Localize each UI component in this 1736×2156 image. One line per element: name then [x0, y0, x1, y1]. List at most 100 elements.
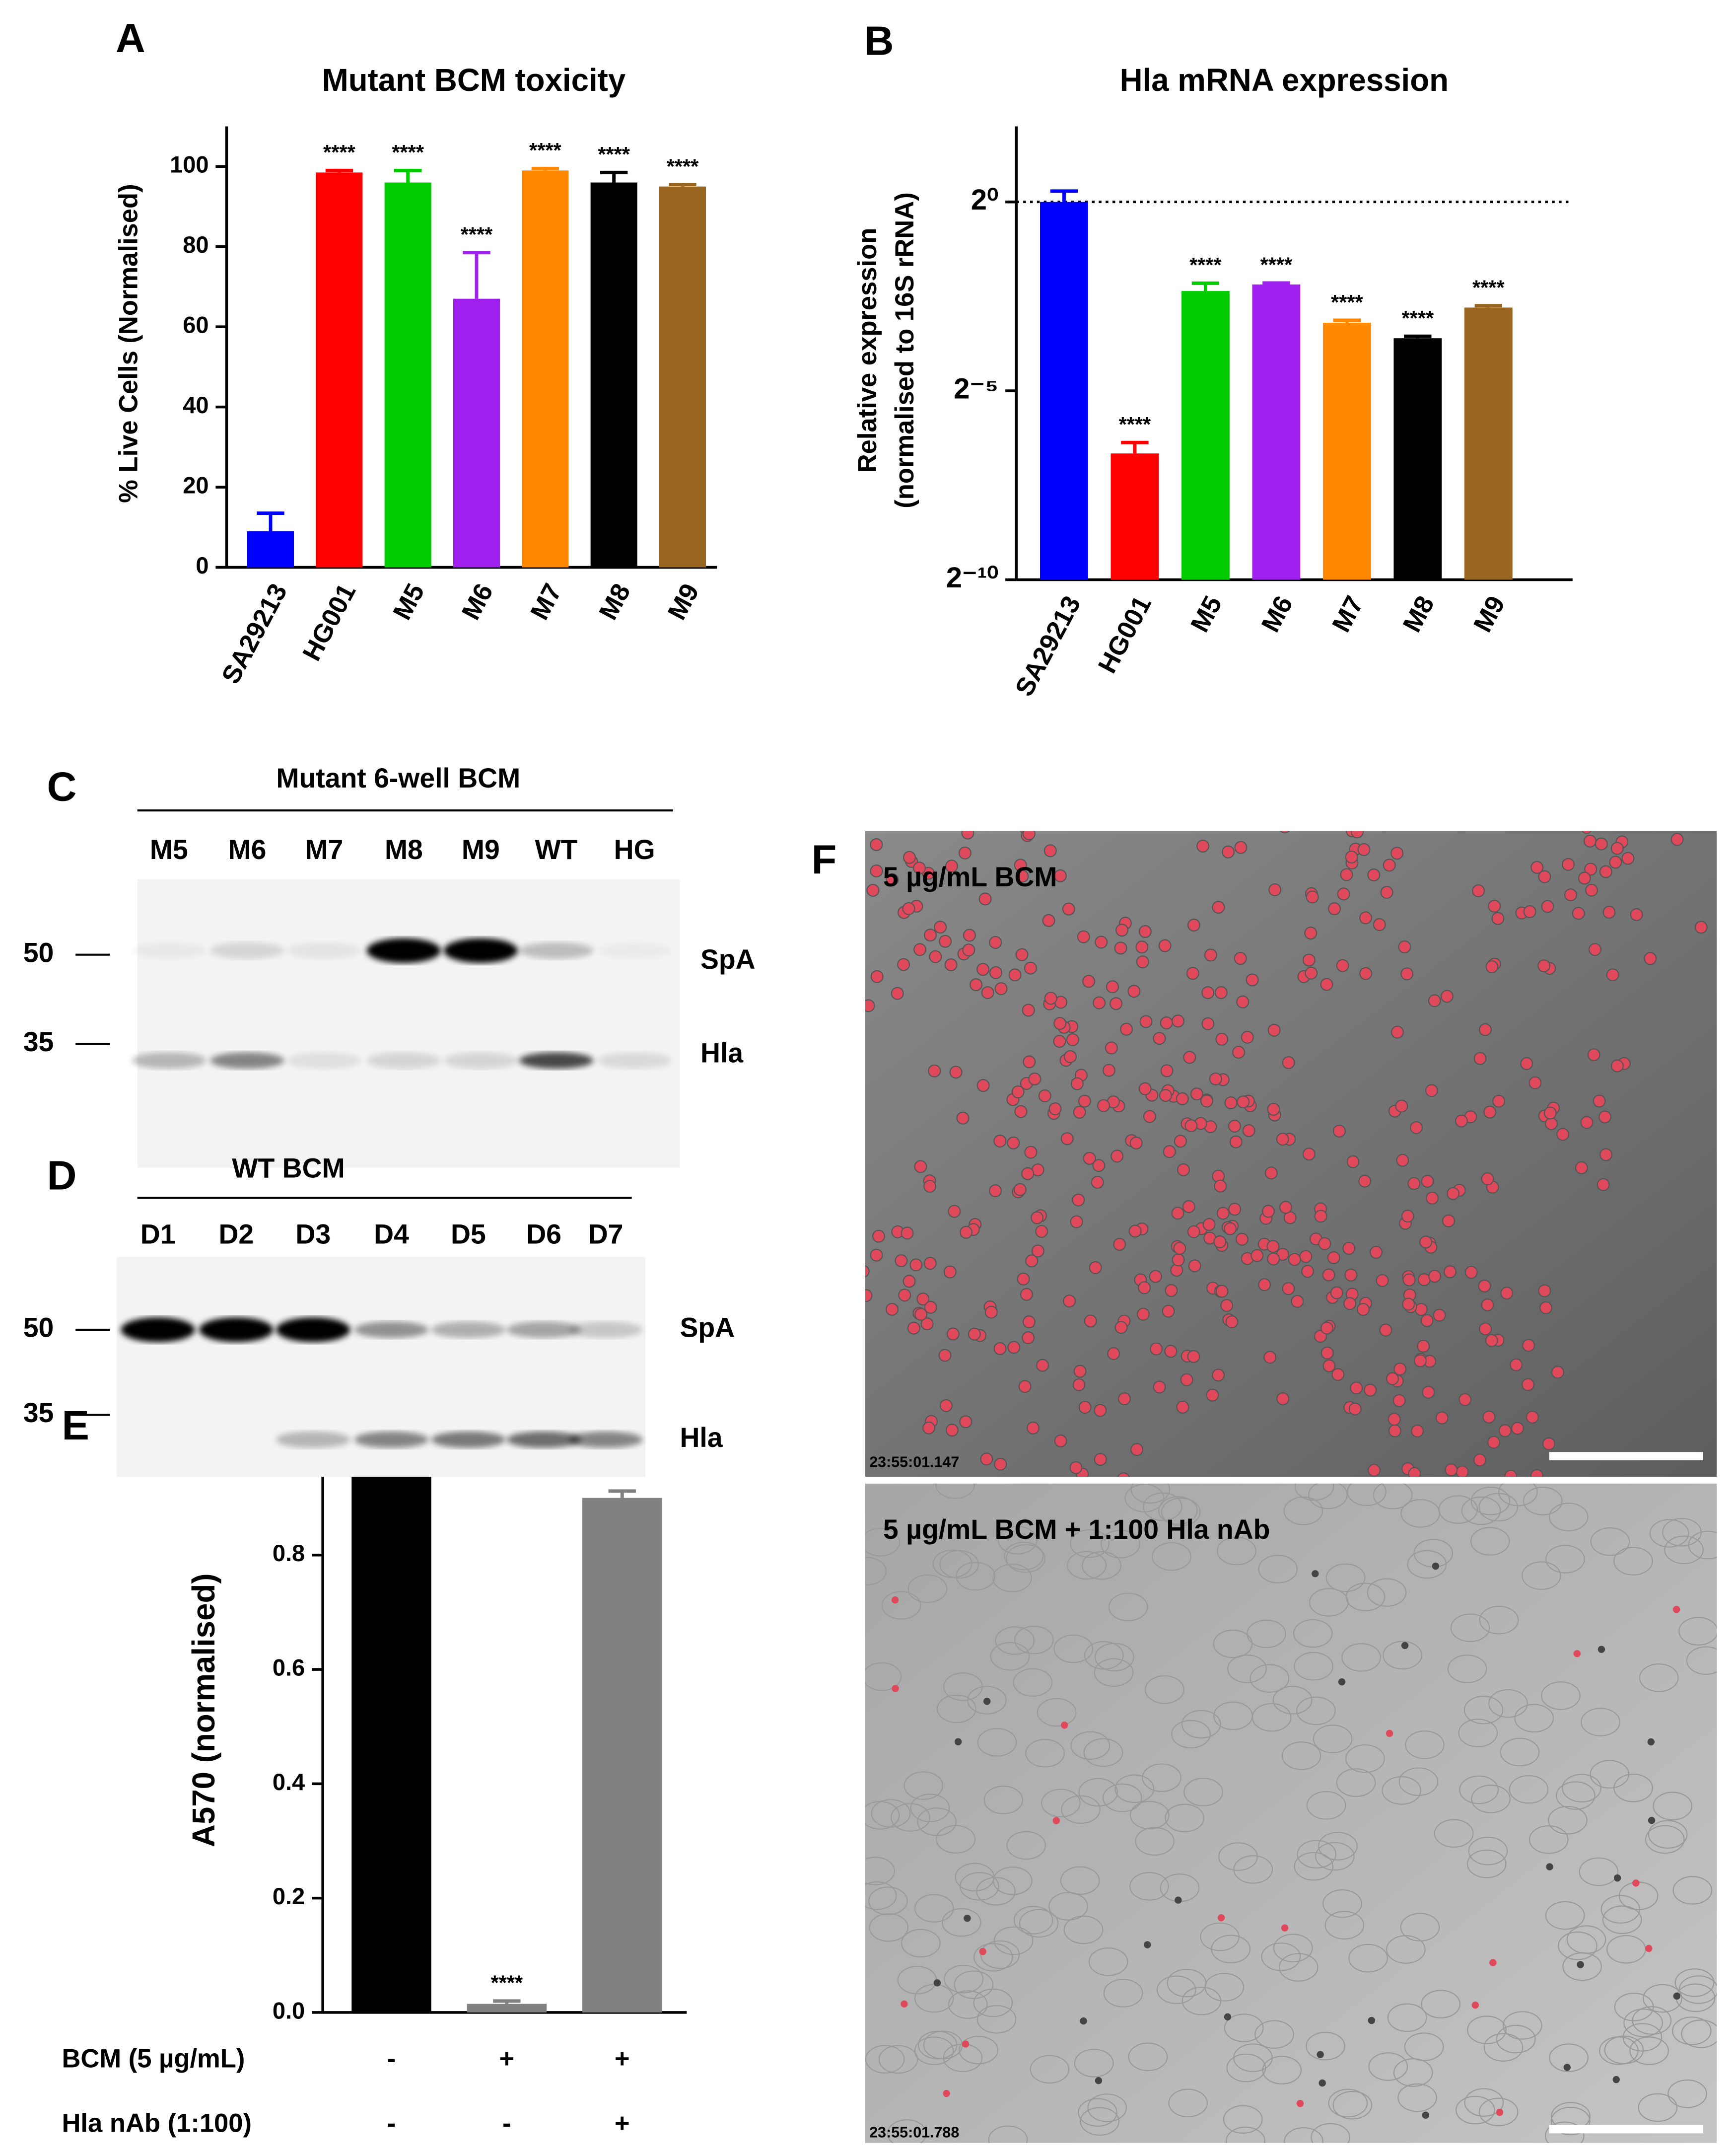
condition-level: - — [387, 2044, 396, 2074]
cell-outline — [1311, 2123, 1350, 2143]
cell — [872, 1229, 885, 1243]
cell — [819, 1320, 831, 1332]
cell — [961, 815, 972, 827]
cell — [1500, 1287, 1514, 1300]
cell-outline — [887, 2119, 927, 2143]
cell — [1682, 809, 1694, 821]
cell-outline — [1463, 1695, 1504, 1725]
cell — [1060, 1132, 1074, 1146]
cell — [1031, 1211, 1044, 1224]
cell — [1401, 1642, 1409, 1650]
lane-label: M8 — [385, 834, 423, 865]
cell — [1407, 1177, 1421, 1190]
cell — [1053, 1016, 1067, 1030]
blot-title: WT BCM — [232, 1153, 345, 1184]
cell-outline — [1502, 2011, 1542, 2040]
blot-band — [597, 942, 671, 959]
cell — [1391, 807, 1403, 819]
cell-outline — [988, 2125, 1028, 2143]
cell — [943, 2089, 950, 2097]
cell-outline — [1247, 1619, 1286, 1649]
cell — [993, 1134, 1007, 1148]
cell — [1511, 1422, 1524, 1435]
cell — [1224, 1096, 1238, 1110]
cell — [1044, 800, 1056, 812]
cell — [1072, 1378, 1086, 1391]
cell — [822, 1140, 833, 1151]
cell-outline — [1087, 2093, 1127, 2122]
cell-outline — [990, 1642, 1030, 1671]
cell-outline — [1488, 1689, 1528, 1718]
cell-outline — [983, 1786, 1024, 1814]
cell — [1200, 1094, 1213, 1108]
significance-label: **** — [323, 141, 355, 164]
cell-outline — [1293, 1619, 1333, 1648]
cell — [1048, 1102, 1062, 1116]
cell-outline — [1013, 1668, 1053, 1697]
cell — [1409, 1121, 1423, 1134]
x-tick-label: M5 — [387, 579, 430, 625]
cell — [1016, 869, 1029, 883]
cell — [1526, 1410, 1539, 1424]
micrograph-timestamp: 23:55:01.788 — [869, 2124, 959, 2141]
cell-outline — [1084, 1641, 1124, 1670]
cell — [934, 921, 947, 934]
cell — [994, 1457, 1007, 1471]
bar — [1111, 453, 1159, 580]
cell — [1106, 980, 1119, 994]
panel-letter: C — [47, 764, 77, 810]
cell — [1694, 921, 1708, 934]
cell — [1017, 1272, 1030, 1286]
bar — [1322, 322, 1371, 580]
cell — [1212, 1368, 1225, 1382]
cell — [901, 2000, 908, 2008]
cell — [1376, 1274, 1389, 1287]
cell-outline — [1161, 1498, 1201, 1526]
panel-letter: A — [116, 15, 145, 61]
cell — [843, 834, 855, 846]
cell-outline — [1171, 1720, 1211, 1749]
cell — [914, 1307, 928, 1321]
cell — [989, 1184, 1002, 1198]
cell — [1392, 1394, 1406, 1407]
cell-outline — [903, 1771, 944, 1800]
cell — [840, 1174, 852, 1186]
significance-label: **** — [529, 139, 561, 162]
cell — [1479, 1322, 1492, 1336]
cell — [981, 986, 994, 1000]
cell-outline — [1579, 1857, 1619, 1886]
cell-outline — [1345, 1744, 1385, 1773]
cell-outline — [1470, 1487, 1511, 1515]
cell-outline — [1306, 1791, 1346, 1820]
cell — [956, 1111, 970, 1125]
cell — [1073, 1105, 1086, 1119]
cell — [1011, 1085, 1025, 1098]
cell — [1521, 1378, 1534, 1391]
cell — [1160, 1064, 1174, 1078]
cell-outline — [901, 1929, 941, 1958]
marker-label: 35 — [23, 1026, 54, 1057]
micrograph-caption: 5 µg/mL BCM + 1:100 Hla nAb — [883, 1514, 1270, 1545]
cell — [1267, 1252, 1280, 1266]
cell — [922, 1421, 935, 1435]
cell — [1455, 1114, 1468, 1128]
cell-outline — [1471, 1785, 1511, 1813]
lane-label: D2 — [218, 1219, 254, 1249]
cell — [1052, 1817, 1060, 1824]
cell — [1411, 1424, 1424, 1438]
cell-outline — [937, 1694, 976, 1724]
cell-outline — [1272, 1686, 1313, 1715]
cell-outline — [1545, 2121, 1585, 2143]
cell — [1007, 1341, 1021, 1354]
cell — [1018, 1380, 1032, 1393]
cell — [983, 1698, 991, 1705]
cell-outline — [1367, 1578, 1407, 1607]
cell — [1111, 1150, 1124, 1163]
cell — [865, 999, 875, 1012]
cell — [866, 883, 880, 897]
cell-outline — [1590, 1760, 1630, 1789]
cell — [1288, 1253, 1301, 1266]
cell-outline — [1294, 1652, 1333, 1681]
cell-outline — [1060, 1866, 1100, 1895]
cell — [1388, 1413, 1401, 1426]
